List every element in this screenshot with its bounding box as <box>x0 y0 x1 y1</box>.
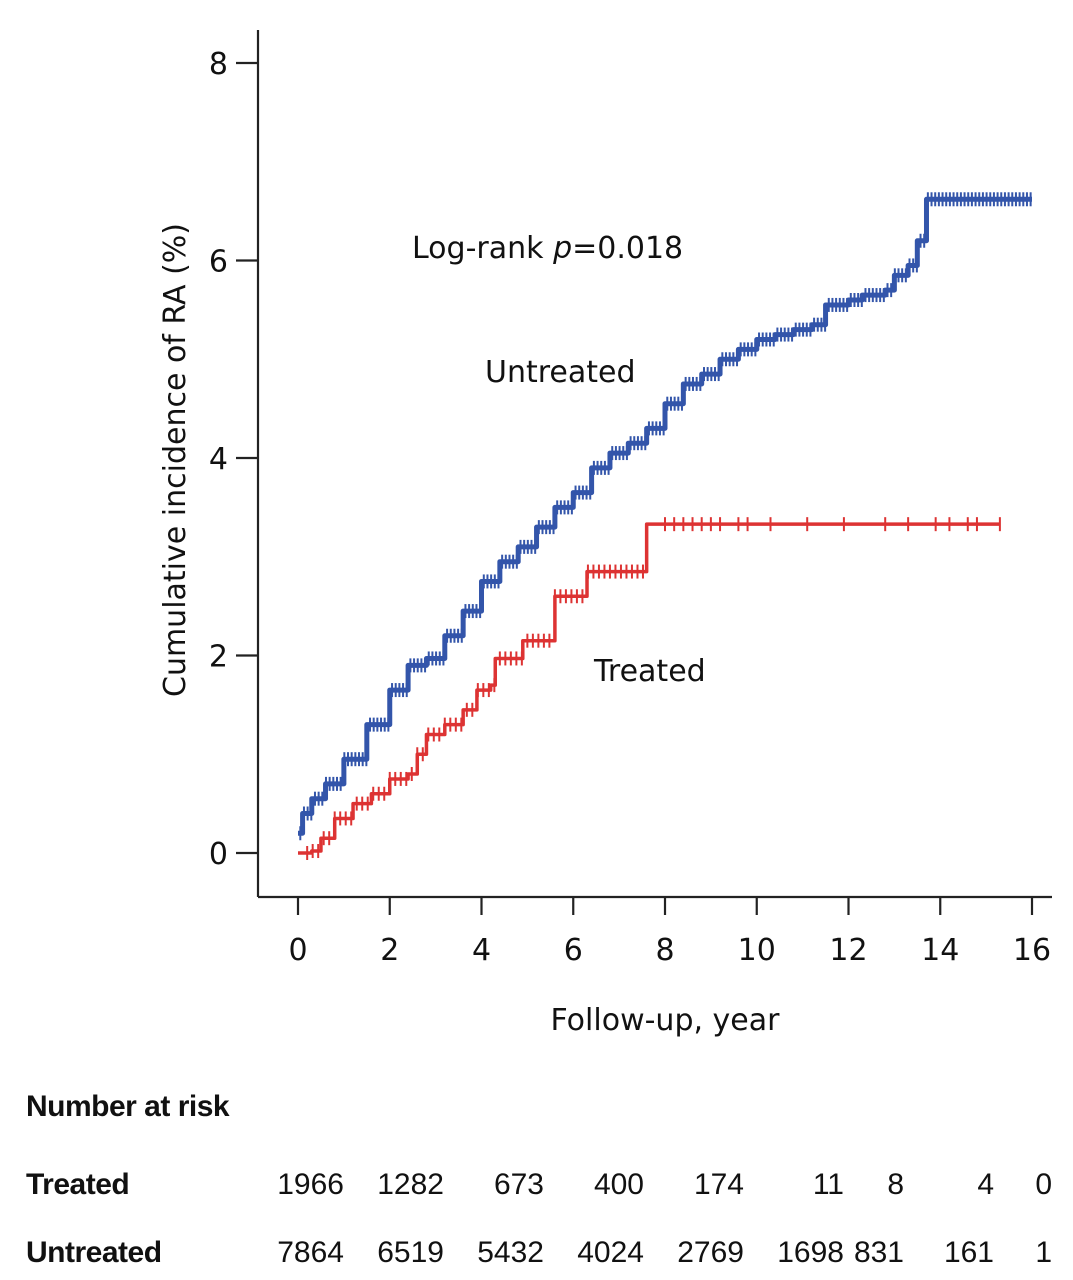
risk-row-untreated: Untreated 7864 6519 5432 4024 2769 1698 … <box>26 1236 1066 1276</box>
risk-row-label: Untreated <box>26 1236 162 1269</box>
x-tick-label: 14 <box>921 933 959 968</box>
risk-cell: 673 <box>493 1168 544 1201</box>
x-tick-label: 6 <box>564 933 583 968</box>
risk-row-label: Treated <box>26 1168 130 1201</box>
risk-cell: 11 <box>812 1168 844 1201</box>
risk-cell: 5432 <box>477 1236 544 1269</box>
series-line <box>298 196 1032 836</box>
risk-table-title: Number at risk <box>26 1090 230 1123</box>
series-treated <box>298 517 1001 860</box>
x-tick-label: 16 <box>1013 933 1051 968</box>
risk-cell: 1698 <box>777 1236 844 1269</box>
series-line <box>298 522 1000 855</box>
risk-cell: 4024 <box>577 1236 644 1269</box>
x-tick-label: 2 <box>380 933 399 968</box>
risk-cell: 0 <box>1035 1168 1052 1201</box>
risk-cell: 1282 <box>377 1168 444 1201</box>
censor-marks <box>306 517 1001 860</box>
risk-cell: 6519 <box>377 1236 444 1269</box>
risk-cell: 8 <box>887 1168 904 1201</box>
series-layer <box>298 192 1032 860</box>
risk-cell: 174 <box>693 1168 744 1201</box>
logrank-value: =0.018 <box>572 231 683 266</box>
x-tick-label: 0 <box>288 933 307 968</box>
y-tick-label: 4 <box>209 442 228 477</box>
logrank-p: p <box>552 231 572 266</box>
y-tick-label: 0 <box>209 837 228 872</box>
x-axis-title: Follow-up, year <box>551 1003 781 1038</box>
risk-cell: 400 <box>593 1168 644 1201</box>
series-label-treated: Treated <box>593 654 706 689</box>
km-chart: 0 2 4 6 8 0 2 4 6 8 10 12 14 16 Cumulative incidence… <box>158 30 1052 1038</box>
risk-cell: 161 <box>943 1236 994 1269</box>
risk-cell: 1966 <box>277 1168 344 1201</box>
risk-cell: 1 <box>1035 1236 1052 1269</box>
risk-cell: 831 <box>853 1236 904 1269</box>
y-tick-label: 2 <box>209 640 228 675</box>
logrank-prefix: Log-rank <box>412 231 553 266</box>
x-tick-label: 10 <box>738 933 776 968</box>
y-ticks: 0 2 4 6 8 <box>209 47 258 872</box>
x-tick-label: 4 <box>472 933 491 968</box>
y-tick-label: 8 <box>209 47 228 82</box>
x-ticks: 0 2 4 6 8 10 12 14 16 <box>288 897 1051 968</box>
risk-row-treated: Treated 1966 1282 673 400 174 11 8 4 0 <box>26 1168 1066 1208</box>
x-tick-label: 12 <box>829 933 867 968</box>
series-untreated <box>298 192 1032 841</box>
censor-marks <box>299 192 1032 841</box>
logrank-annotation: Log-rank p=0.018 <box>412 231 683 266</box>
risk-cell: 7864 <box>277 1236 344 1269</box>
x-tick-label: 8 <box>655 933 674 968</box>
risk-cell: 4 <box>977 1168 994 1201</box>
axes <box>256 30 1052 899</box>
y-axis-title: Cumulative incidence of RA (%) <box>158 223 193 697</box>
y-tick-label: 6 <box>209 245 228 280</box>
series-label-untreated: Untreated <box>485 355 636 390</box>
risk-cell: 2769 <box>677 1236 744 1269</box>
